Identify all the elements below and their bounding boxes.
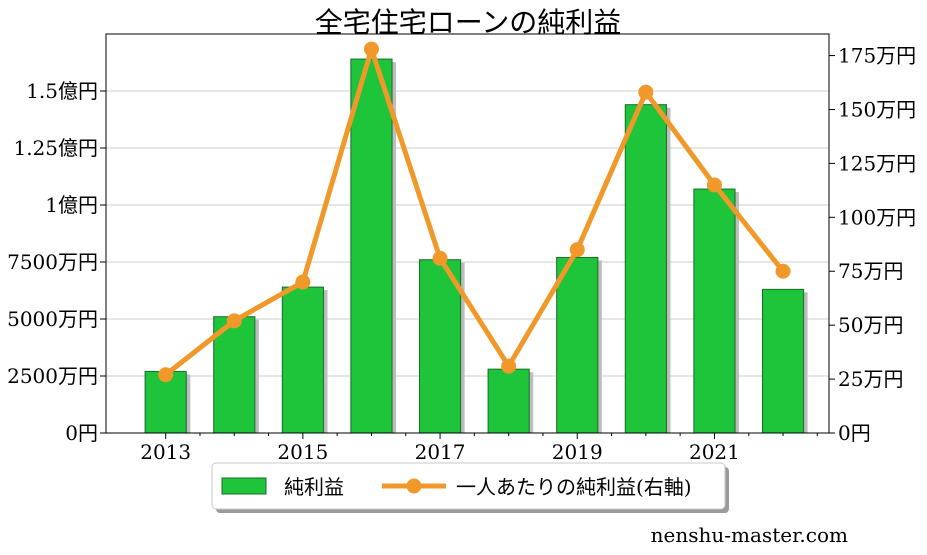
legend-label-line: 一人あたりの純利益(右軸) bbox=[456, 475, 692, 499]
legend-bar-swatch bbox=[221, 477, 267, 495]
y-left-tick-label: 1.25億円 bbox=[13, 136, 98, 160]
line-point bbox=[158, 367, 174, 383]
y-right-tick-label: 150万円 bbox=[838, 97, 916, 121]
line-point bbox=[706, 177, 722, 193]
watermark: nenshu-master.com bbox=[650, 523, 848, 547]
y-left-tick-label: 7500万円 bbox=[7, 250, 98, 274]
bar-series bbox=[144, 58, 808, 434]
y-right-tick-label: 25万円 bbox=[838, 367, 903, 391]
line-point bbox=[295, 274, 311, 290]
y-left-tick-label: 1.5億円 bbox=[26, 79, 98, 103]
y-right-tick-label: 125万円 bbox=[838, 151, 916, 175]
line-point bbox=[638, 84, 654, 100]
bar bbox=[281, 286, 324, 434]
line-point bbox=[775, 263, 791, 279]
x-tick-label: 2017 bbox=[415, 440, 466, 464]
right-axis: 0円 25万円 50万円 75万円 100万円 125万円 150万円 175万円 bbox=[829, 44, 916, 445]
bar bbox=[556, 256, 599, 434]
bar bbox=[350, 58, 393, 434]
legend: 純利益 一人あたりの純利益(右軸) bbox=[211, 462, 729, 513]
y-left-tick-label: 0円 bbox=[65, 421, 98, 445]
bar bbox=[761, 288, 805, 434]
line-series bbox=[158, 41, 791, 383]
left-axis: 0円 2500万円 5000万円 7500万円 1億円 1.25億円 1.5億円 bbox=[7, 79, 106, 445]
x-tick-label: 2021 bbox=[689, 440, 740, 464]
plot-frame bbox=[105, 33, 830, 434]
legend-line-marker bbox=[406, 478, 422, 494]
y-right-tick-label: 175万円 bbox=[838, 44, 916, 68]
line-point bbox=[569, 242, 585, 258]
series-line bbox=[164, 46, 785, 377]
x-axis: 2013 2015 2017 2019 2021 bbox=[140, 433, 818, 464]
y-right-tick-label: 0円 bbox=[838, 421, 871, 445]
x-tick-label: 2019 bbox=[552, 440, 603, 464]
line-point bbox=[501, 358, 517, 374]
y-right-tick-label: 50万円 bbox=[838, 313, 903, 337]
x-tick-label: 2013 bbox=[140, 440, 191, 464]
y-left-tick-label: 5000万円 bbox=[7, 307, 98, 331]
bar bbox=[693, 188, 736, 434]
line-point bbox=[226, 313, 242, 329]
line-point bbox=[432, 250, 448, 266]
bar bbox=[624, 104, 667, 434]
bar bbox=[213, 316, 256, 434]
bar bbox=[418, 259, 462, 434]
line-point bbox=[363, 41, 379, 57]
y-left-tick-label: 1億円 bbox=[45, 193, 98, 217]
legend-box bbox=[211, 462, 726, 510]
y-right-tick-label: 100万円 bbox=[838, 205, 916, 229]
bar bbox=[487, 368, 530, 434]
x-tick-label: 2015 bbox=[277, 440, 328, 464]
y-right-tick-label: 75万円 bbox=[838, 259, 903, 283]
legend-label-bar: 純利益 bbox=[284, 475, 344, 499]
y-left-tick-label: 2500万円 bbox=[7, 364, 98, 388]
